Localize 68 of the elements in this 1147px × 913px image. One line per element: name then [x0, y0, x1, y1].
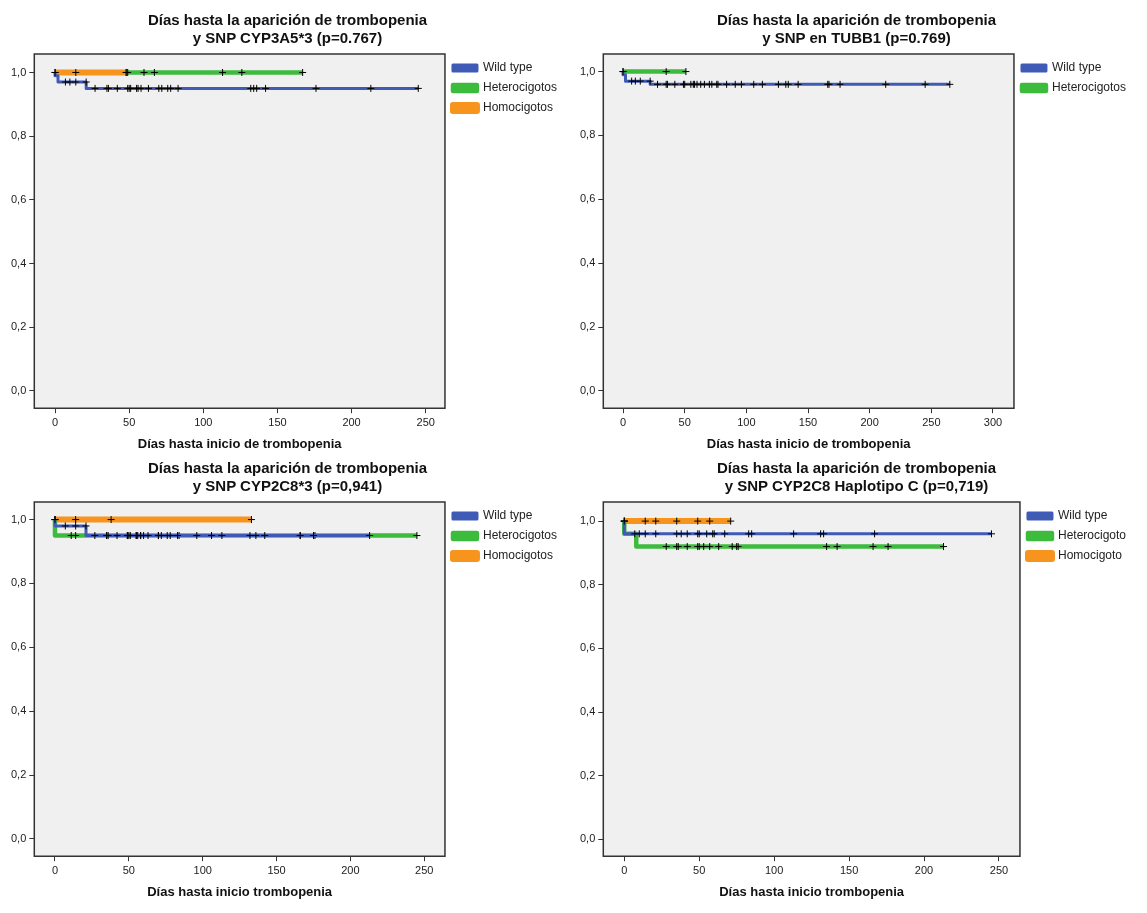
x-tick-label: 100	[193, 863, 212, 876]
y-tick-label: 0,2	[579, 320, 596, 333]
y-tick-label: 0,6	[10, 192, 27, 205]
y-tick-label: 1,0	[579, 64, 596, 77]
y-tick-label: 1,0	[10, 65, 27, 78]
legend-label: Wild type	[482, 60, 533, 75]
x-tick-label: 50	[122, 863, 135, 876]
y-tick-label: 0,8	[10, 129, 27, 142]
legend-label: Wild type	[1051, 60, 1102, 75]
y-tick-label: 0,2	[579, 768, 596, 781]
chart-title: Días hasta la aparición de trombopenia y SNP CYP2C8*3 (p=0,941)	[147, 459, 428, 495]
legend-label: Homocigotos	[482, 548, 553, 563]
x-tick-label: 0	[51, 415, 59, 428]
y-tick-label: 1,0	[579, 514, 596, 527]
x-tick-label: 0	[51, 863, 59, 876]
x-axis-title: Días hasta inicio trombopenia	[147, 883, 333, 899]
chart-title: Días hasta la aparición de trombopenia y SNP en TUBB1 (p=0.769)	[716, 11, 997, 47]
x-tick-label: 200	[860, 415, 879, 428]
x-axis-title: Días hasta inicio de trombopenia	[137, 435, 343, 451]
x-tick-label: 150	[798, 415, 818, 428]
y-tick-label: 0,8	[10, 576, 27, 589]
y-tick-label: 0,2	[10, 320, 27, 333]
y-tick-label: 0,0	[579, 832, 596, 845]
chart-title: Días hasta la aparición de trombopenia y SNP CYP2C8 Haplotipo C (p=0,719)	[716, 459, 997, 495]
x-tick-label: 150	[267, 863, 286, 876]
x-tick-label: 150	[268, 415, 287, 428]
y-tick-label: 0,4	[579, 256, 596, 269]
y-tick-label: 0,0	[579, 383, 596, 396]
y-tick-label: 0,0	[10, 384, 27, 397]
x-tick-label: 0	[621, 863, 628, 876]
x-tick-label: 200	[342, 415, 361, 428]
x-axis-title: Días hasta inicio de trombopenia	[706, 435, 912, 451]
x-tick-label: 250	[415, 863, 434, 876]
x-tick-label: 50	[678, 415, 691, 428]
x-tick-label: 100	[194, 415, 213, 428]
legend-label: Homocigotos	[482, 100, 553, 115]
x-axis-title: Días hasta inicio trombopenia	[719, 883, 905, 899]
x-tick-label: 0	[619, 415, 627, 428]
y-tick-label: 0,2	[10, 768, 27, 781]
y-tick-label: 0,6	[579, 641, 596, 654]
x-tick-label: 250	[416, 415, 435, 428]
y-tick-label: 1,0	[10, 512, 27, 525]
legend-label: Heterocigotos	[482, 80, 558, 95]
legend-label: Heterocigotos	[482, 528, 558, 543]
y-tick-label: 0,6	[579, 192, 596, 205]
y-tick-label: 0,4	[10, 256, 27, 269]
x-tick-label: 150	[839, 863, 859, 876]
x-tick-label: 250	[989, 863, 1009, 876]
y-tick-label: 0,0	[10, 831, 27, 844]
x-tick-label: 200	[341, 863, 360, 876]
y-tick-label: 0,4	[579, 705, 596, 718]
x-tick-label: 250	[922, 415, 941, 428]
x-tick-label: 50	[693, 863, 706, 876]
legend-label: Homocigoto	[1057, 548, 1123, 563]
x-tick-label: 300	[983, 415, 1003, 428]
y-tick-label: 0,8	[579, 577, 596, 590]
legend-label: Heterocigotos	[1051, 80, 1127, 95]
x-tick-label: 100	[764, 863, 784, 876]
y-tick-label: 0,4	[10, 704, 27, 717]
x-tick-label: 100	[737, 415, 756, 428]
legend-label: Wild type	[1057, 508, 1108, 523]
legend-label: Wild type	[482, 508, 533, 523]
y-tick-label: 0,6	[10, 640, 27, 653]
chart-title: Días hasta la aparición de trombopenia y SNP CYP3A5*3 (p=0.767)	[147, 11, 428, 47]
y-tick-label: 0,8	[579, 128, 596, 141]
legend-label: Heterocigoto	[1057, 528, 1127, 543]
x-tick-label: 50	[123, 415, 136, 428]
x-tick-label: 200	[914, 863, 934, 876]
